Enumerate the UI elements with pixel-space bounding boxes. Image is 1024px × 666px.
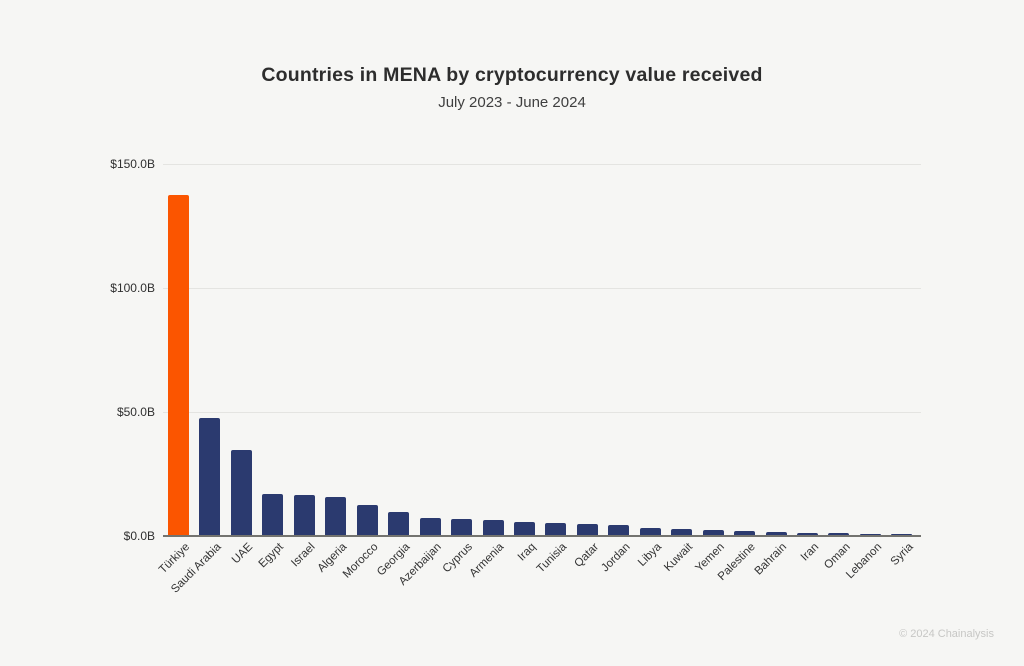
y-axis-tick-label: $50.0B	[116, 405, 155, 419]
copyright-text: © 2024 Chainalysis	[899, 628, 994, 640]
bar-palestine	[734, 531, 756, 535]
bar-oman	[828, 533, 850, 535]
bar-libya	[639, 528, 661, 535]
bar-morocco	[356, 504, 378, 535]
x-axis-label: Libya	[635, 541, 664, 569]
bar-azerbaijan	[419, 518, 441, 535]
gridline	[163, 411, 921, 413]
x-axis-label: Armenia	[467, 541, 507, 580]
bar-kuwait	[671, 529, 693, 535]
x-axis-label: Egypt	[257, 541, 287, 571]
y-axis-tick-label: $100.0B	[110, 281, 155, 295]
x-axis-label: Iran	[798, 541, 821, 564]
y-axis-tick-label: $150.0B	[110, 157, 155, 171]
x-axis-label: Israel	[289, 541, 318, 570]
y-axis-tick-label: $0.0B	[123, 529, 155, 543]
bar-uae	[230, 450, 252, 535]
gridline	[163, 287, 921, 289]
x-axis-label: Syria	[888, 541, 916, 569]
bar-qatar	[576, 524, 598, 535]
x-axis-label: Qatar	[572, 541, 601, 570]
bar-yemen	[702, 529, 724, 535]
x-axis-label: UAE	[229, 541, 255, 567]
plot-area: $0.0B $50.0B $100.0B $150.0B Türkiye Saudi Ar…	[110, 157, 921, 596]
bar-iran	[797, 533, 818, 535]
bar-georgia	[388, 512, 410, 535]
chart-subtitle: July 2023 - June 2024	[438, 94, 586, 111]
bar-armenia	[482, 519, 504, 535]
bar-jordan	[608, 524, 630, 535]
bar-iraq	[513, 522, 535, 535]
x-axis-label: Iraq	[515, 541, 538, 564]
x-axis-label: Bahrain	[753, 541, 790, 578]
x-axis-label: Kuwait	[662, 541, 696, 574]
x-axis-label: Jordan	[598, 541, 633, 575]
bar-türkiye	[168, 194, 189, 535]
bar-saudi-arabia	[199, 417, 221, 535]
gridline	[163, 163, 921, 165]
x-axis-label: Tunisia	[534, 541, 570, 576]
chart-title: Countries in MENA by cryptocurrency valu…	[261, 64, 763, 86]
bar-egypt	[262, 493, 284, 535]
bar-algeria	[325, 497, 347, 535]
bar-bahrain	[765, 532, 787, 535]
bar-israel	[293, 494, 315, 535]
x-axis-line	[163, 535, 921, 537]
bar-tunisia	[545, 523, 567, 535]
bar-cyprus	[451, 519, 473, 535]
